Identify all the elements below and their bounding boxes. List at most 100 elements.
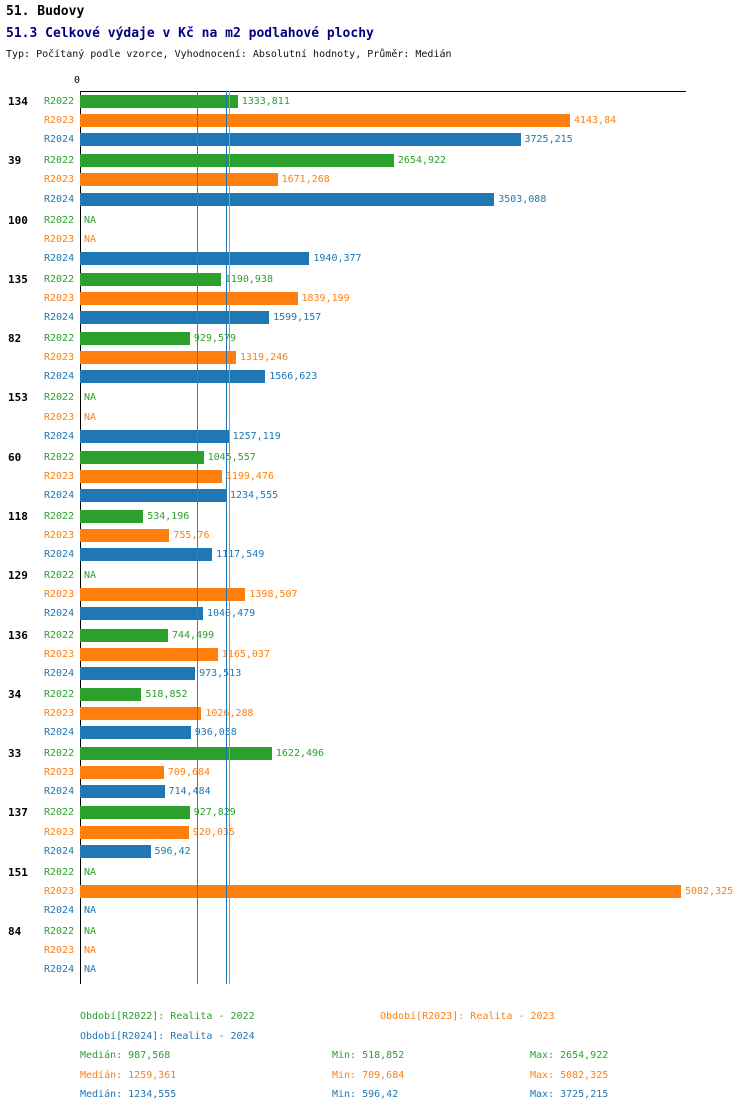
- legend-r2024: Období[R2024]: Realita - 2024: [80, 1030, 255, 1042]
- series-year-label: R2022: [44, 688, 75, 700]
- na-label: NA: [84, 964, 97, 976]
- bar: [80, 844, 151, 858]
- bar-value-label: 1045,557: [207, 451, 256, 463]
- bar: [80, 766, 164, 780]
- group-label: 82: [8, 332, 22, 346]
- median-r2024: Medián: 1234,555: [80, 1089, 177, 1101]
- series-year-label: R2024: [44, 489, 75, 501]
- plot-cell: 3503,088: [80, 192, 750, 206]
- bar-value-label: 1190,938: [224, 273, 273, 285]
- group-label: 118: [8, 510, 28, 524]
- bar-value-label: 1566,623: [269, 371, 318, 383]
- plot-cell: 5082,325: [80, 884, 750, 898]
- legend-r2023: Období[R2023]: Realita - 2023: [380, 1010, 555, 1022]
- plot-cell: 1117,549: [80, 548, 750, 562]
- series-year-label: R2022: [44, 333, 75, 345]
- plot-cell: 1045,557: [80, 450, 750, 464]
- series-year-label: R2023: [44, 174, 75, 186]
- bar: [80, 251, 310, 265]
- group-label: 134: [8, 95, 28, 109]
- plot-cell: 1319,246: [80, 351, 750, 365]
- stats-row-r2023: Medián: 1259,361 Min: 709,684 Max: 5082,…: [80, 1066, 608, 1086]
- series-year-label: R2022: [44, 96, 75, 108]
- bar-row: 60 R2022 1045,557: [0, 448, 750, 467]
- bar-value-label: 927,829: [193, 807, 236, 819]
- series-year-label: R2024: [44, 786, 75, 798]
- chart-group: 151 R2022 NA R2023 5082,325 R2024 NA: [0, 863, 750, 920]
- plot-cell: 973,513: [80, 666, 750, 680]
- chart-subtitle: 51.3 Celkové výdaje v Kč na m2 podlahové…: [6, 26, 374, 41]
- plot-cell: 1839,199: [80, 291, 750, 305]
- bar-row: R2024 1566,623: [0, 367, 750, 386]
- bar-row: 135 R2022 1190,938: [0, 270, 750, 289]
- group-label: 84: [8, 924, 22, 938]
- series-year-label: R2022: [44, 392, 75, 404]
- series-year-label: R2024: [44, 608, 75, 620]
- bar: [80, 173, 278, 187]
- bar-row: R2024 3725,215: [0, 130, 750, 149]
- group-label: 137: [8, 806, 28, 820]
- series-year-label: R2022: [44, 807, 75, 819]
- group-label: 33: [8, 747, 22, 761]
- x-axis-zero-label: 0: [74, 75, 81, 86]
- chart-group: 118 R2022 534,196 R2023 755,76 R2024 1117,549: [0, 507, 750, 564]
- bar-value-label: 936,058: [194, 727, 237, 739]
- plot-cell: 1165,037: [80, 647, 750, 661]
- series-year-label: R2023: [44, 115, 75, 127]
- plot-cell: 1040,479: [80, 607, 750, 621]
- series-year-label: R2023: [44, 707, 75, 719]
- plot-cell: NA: [80, 391, 750, 404]
- plot-cell: 1599,157: [80, 311, 750, 325]
- bar-row: R2024 3503,088: [0, 189, 750, 208]
- chart-group: 60 R2022 1045,557 R2023 1199,476 R2024 1234,55…: [0, 448, 750, 505]
- series-year-label: R2023: [44, 648, 75, 660]
- plot-cell: NA: [80, 214, 750, 227]
- bar-row: 82 R2022 929,579: [0, 329, 750, 348]
- bar-value-label: 3725,215: [524, 134, 573, 146]
- plot-cell: 927,829: [80, 806, 750, 820]
- bar-value-label: 755,76: [173, 530, 210, 542]
- plot-cell: NA: [80, 963, 750, 976]
- bar: [80, 114, 570, 128]
- na-label: NA: [84, 411, 97, 423]
- bar: [80, 133, 521, 147]
- group-label: 151: [8, 865, 28, 879]
- bar-row: R2023 NA: [0, 941, 750, 960]
- na-label: NA: [84, 925, 97, 937]
- bar-row: R2023 709,684: [0, 763, 750, 782]
- na-label: NA: [84, 214, 97, 226]
- chart-meta-info: Typ: Počítaný podle vzorce, Vyhodnocení:…: [6, 49, 452, 60]
- plot-cell: 1940,377: [80, 251, 750, 265]
- plot-cell: 709,684: [80, 766, 750, 780]
- bar-row: R2024 596,42: [0, 842, 750, 861]
- chart-group: 84 R2022 NA R2023 NA R2024 NA: [0, 922, 750, 979]
- chart-rows: 134 R2022 1333,811 R2023 4143,84 R2024 3725,21…: [0, 92, 750, 981]
- bar: [80, 429, 229, 443]
- bar: [80, 647, 218, 661]
- bar-value-label: 1398,507: [249, 589, 298, 601]
- bar: [80, 747, 272, 761]
- median-reference-line: [226, 91, 227, 984]
- bar-value-label: 1839,199: [301, 292, 350, 304]
- plot-cell: 1671,268: [80, 173, 750, 187]
- bar-chart: 0 134 R2022 1333,811 R2023 4143,84 R2024 3725,…: [0, 74, 750, 994]
- series-year-label: R2024: [44, 549, 75, 561]
- bar-row: R2024 973,513: [0, 664, 750, 683]
- plot-cell: 3725,215: [80, 133, 750, 147]
- chart-group: 100 R2022 NA R2023 NA R2024 1940,377: [0, 211, 750, 268]
- plot-cell: NA: [80, 569, 750, 582]
- bar-row: 118 R2022 534,196: [0, 507, 750, 526]
- median-reference-line: [196, 91, 198, 984]
- bar-row: R2023 1319,246: [0, 348, 750, 367]
- group-label: 153: [8, 391, 28, 405]
- plot-cell: 920,035: [80, 825, 750, 839]
- bar: [80, 469, 222, 483]
- series-year-label: R2024: [44, 252, 75, 264]
- series-year-label: R2023: [44, 826, 75, 838]
- bar: [80, 488, 226, 502]
- footer: Období[R2022]: Realita - 2022 Období[R20…: [80, 1006, 608, 1105]
- series-year-label: R2024: [44, 193, 75, 205]
- na-label: NA: [84, 570, 97, 582]
- bar-value-label: 1599,157: [273, 312, 322, 324]
- group-label: 39: [8, 154, 22, 168]
